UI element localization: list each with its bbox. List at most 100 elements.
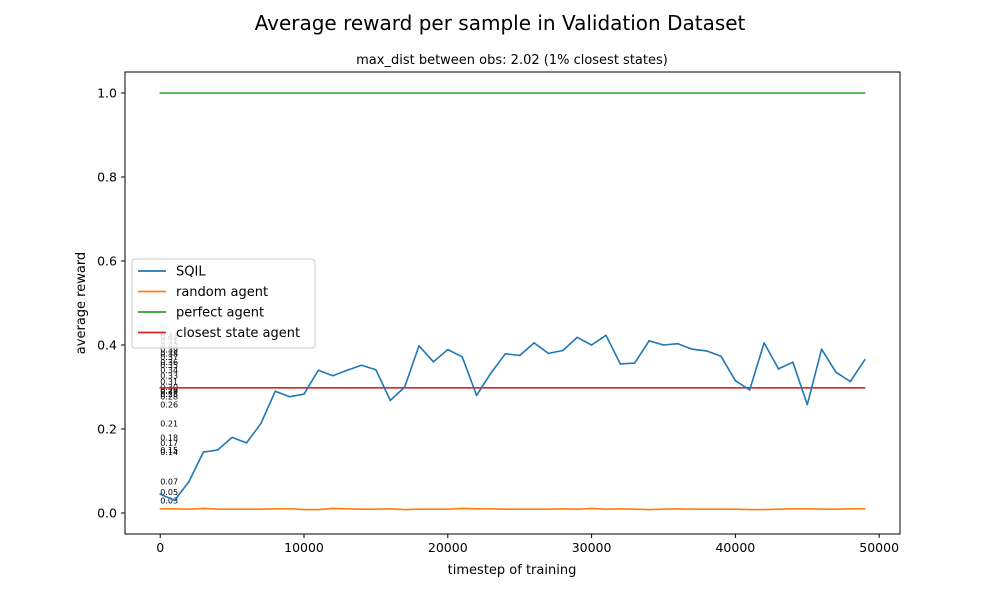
x-axis: 0 10000 20000 30000 40000 50000 bbox=[156, 534, 899, 555]
data-label: 0.03 bbox=[160, 496, 178, 505]
data-point bbox=[547, 508, 550, 511]
data-label: 0.38 bbox=[160, 349, 178, 358]
data-point bbox=[418, 508, 420, 511]
data-point bbox=[461, 355, 463, 358]
data-point bbox=[576, 508, 579, 511]
data-point bbox=[159, 92, 162, 94]
legend: SQIL random agent perfect agent closest sta… bbox=[131, 258, 316, 349]
data-point bbox=[231, 436, 233, 439]
data-point bbox=[346, 508, 348, 510]
data-point bbox=[720, 355, 722, 358]
data-point bbox=[720, 508, 722, 511]
data-point bbox=[159, 493, 162, 495]
data-point bbox=[619, 363, 622, 365]
data-label: 0.29 bbox=[160, 386, 178, 395]
x-tick-label: 10000 bbox=[284, 540, 324, 555]
data-point bbox=[763, 508, 765, 511]
data-label: 0.36 bbox=[160, 358, 178, 367]
data-label: 0.14 bbox=[160, 448, 178, 457]
plot-area: 0.030.050.07 0.140.150.170.18 0.21 0.26 0.28… bbox=[97, 71, 901, 555]
data-point bbox=[202, 507, 205, 510]
data-point bbox=[260, 422, 262, 425]
data-label: 0.15 bbox=[160, 446, 178, 455]
data-label: 0.05 bbox=[160, 488, 178, 497]
data-label: 0.17 bbox=[160, 439, 178, 448]
data-point bbox=[231, 508, 233, 511]
data-point bbox=[475, 508, 478, 510]
data-point bbox=[288, 395, 291, 398]
data-point bbox=[691, 508, 694, 511]
data-point bbox=[188, 508, 190, 511]
data-point bbox=[835, 371, 837, 374]
x-tick-label: 50000 bbox=[859, 540, 899, 555]
data-point bbox=[432, 361, 435, 363]
data-point bbox=[863, 387, 866, 389]
data-point bbox=[677, 342, 679, 345]
data-point bbox=[202, 451, 205, 453]
y-tick-label: 0.6 bbox=[97, 254, 117, 269]
data-point bbox=[360, 364, 363, 366]
data-point bbox=[662, 344, 665, 346]
data-point bbox=[633, 362, 636, 364]
data-point bbox=[274, 508, 277, 510]
legend-label: perfect agent bbox=[176, 306, 264, 321]
data-point bbox=[533, 508, 535, 511]
x-tick-label: 40000 bbox=[715, 540, 755, 555]
data-point bbox=[216, 508, 219, 511]
data-label: 0.18 bbox=[160, 433, 178, 442]
data-point bbox=[245, 442, 248, 444]
data-point bbox=[705, 350, 708, 352]
x-tick-label: 30000 bbox=[572, 540, 612, 555]
series-lines bbox=[159, 92, 866, 511]
data-point bbox=[619, 508, 622, 510]
data-point bbox=[446, 508, 449, 511]
data-point bbox=[389, 508, 392, 510]
data-point bbox=[820, 508, 823, 511]
data-point bbox=[331, 507, 334, 510]
data-point bbox=[691, 348, 694, 351]
data-point bbox=[173, 499, 176, 502]
data-point bbox=[317, 369, 320, 372]
data-point bbox=[705, 508, 708, 511]
y-axis-label: average reward bbox=[74, 252, 89, 354]
series-line-random-agent bbox=[160, 507, 865, 511]
data-point bbox=[748, 508, 751, 511]
data-point bbox=[849, 380, 852, 383]
data-point bbox=[562, 508, 564, 510]
data-point bbox=[432, 508, 435, 511]
data-point bbox=[835, 508, 837, 511]
data-point bbox=[734, 508, 737, 511]
data-point bbox=[562, 349, 564, 352]
data-label: 0.28 bbox=[160, 390, 178, 399]
data-point bbox=[748, 389, 751, 391]
data-point bbox=[490, 508, 492, 510]
x-tick-label: 20000 bbox=[428, 540, 468, 555]
legend-label: random agent bbox=[176, 285, 268, 300]
data-point bbox=[403, 508, 406, 511]
data-point bbox=[389, 399, 392, 402]
series-line-sqil bbox=[159, 334, 866, 502]
data-point bbox=[475, 394, 478, 397]
data-point bbox=[806, 508, 809, 510]
data-point bbox=[863, 358, 866, 361]
data-label: 0.37 bbox=[160, 353, 178, 362]
legend-label: closest state agent bbox=[176, 326, 300, 341]
data-point bbox=[375, 508, 377, 511]
data-point bbox=[820, 348, 823, 351]
data-point bbox=[518, 508, 521, 511]
data-point bbox=[590, 507, 593, 510]
data-point bbox=[346, 369, 348, 372]
data-point bbox=[446, 348, 449, 351]
y-tick-label: 0.4 bbox=[97, 338, 117, 353]
data-point bbox=[360, 508, 363, 511]
data-label: 0.34 bbox=[160, 366, 178, 375]
data-point bbox=[188, 480, 190, 483]
data-point bbox=[633, 508, 636, 511]
y-tick-label: 0.2 bbox=[97, 422, 117, 437]
data-point bbox=[763, 342, 765, 344]
data-point bbox=[547, 352, 550, 355]
data-label: 0.35 bbox=[160, 361, 178, 370]
data-point bbox=[777, 508, 780, 511]
y-tick-label: 0.8 bbox=[97, 170, 117, 185]
